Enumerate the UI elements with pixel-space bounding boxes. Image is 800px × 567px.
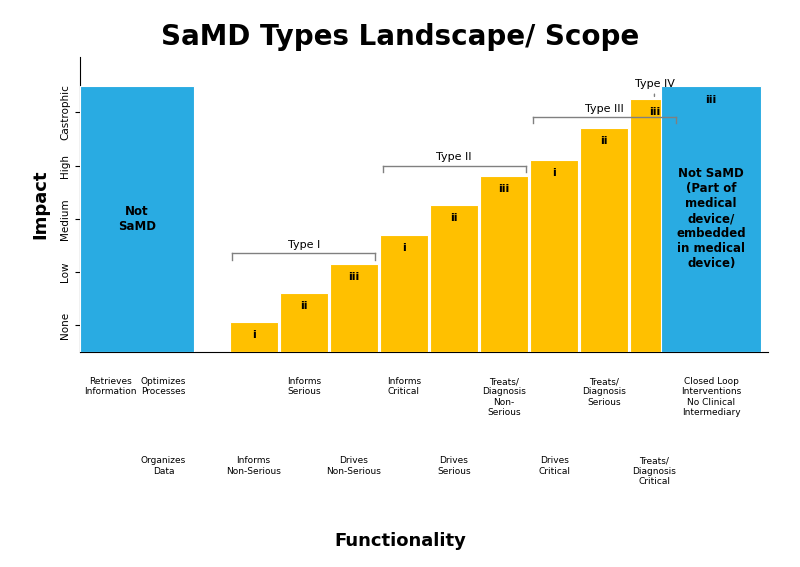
Text: i: i [552,168,556,178]
Text: SaMD Types Landscape/ Scope: SaMD Types Landscape/ Scope [161,23,639,50]
Text: i: i [252,331,255,340]
Text: Type I: Type I [288,240,320,250]
Text: ii: ii [450,213,458,223]
Text: Optimizes
Processes: Optimizes Processes [141,377,186,396]
Text: Drives
Non-Serious: Drives Non-Serious [326,456,382,476]
Text: iii: iii [498,184,510,194]
Text: Type IV: Type IV [634,79,674,96]
Text: Closed Loop
Interventions
No Clinical
Intermediary: Closed Loop Interventions No Clinical In… [681,377,742,417]
Bar [580,128,628,352]
Text: Treats/
Diagnosis
Serious: Treats/ Diagnosis Serious [582,377,626,407]
Bar [480,176,528,352]
Text: iii: iii [706,95,717,105]
Text: Functionality: Functionality [334,532,466,550]
Text: Retrieves
Information: Retrieves Information [84,377,136,396]
Text: Treats/
Diagnosis
Non-
Serious: Treats/ Diagnosis Non- Serious [482,377,526,417]
Text: Informs
Non-Serious: Informs Non-Serious [226,456,281,476]
Text: Drives
Critical: Drives Critical [538,456,570,476]
Bar [530,160,578,352]
Text: Informs
Serious: Informs Serious [286,377,321,396]
Text: Not SaMD
(Part of
medical
device/
embedded
in medical
device): Not SaMD (Part of medical device/ embedd… [677,167,746,270]
Text: Type II: Type II [436,153,472,162]
Text: ii: ii [601,137,608,146]
Bar [430,205,478,352]
Text: Drives
Serious: Drives Serious [438,456,471,476]
Y-axis label: Impact: Impact [31,170,49,239]
Bar [280,293,328,352]
Text: Not
SaMD: Not SaMD [118,205,156,232]
Text: iii: iii [649,107,660,117]
Text: Type III: Type III [585,104,624,113]
Bar [80,86,194,352]
Text: ii: ii [300,301,307,311]
Bar [630,99,678,352]
Bar [661,86,762,352]
Text: iii: iii [348,272,359,282]
Text: Treats/
Diagnosis
Critical: Treats/ Diagnosis Critical [633,456,676,486]
Text: i: i [402,243,406,253]
Bar [380,235,428,352]
Text: Informs
Critical: Informs Critical [387,377,421,396]
Bar [230,322,278,352]
Bar [330,264,378,352]
Text: Organizes
Data: Organizes Data [141,456,186,476]
